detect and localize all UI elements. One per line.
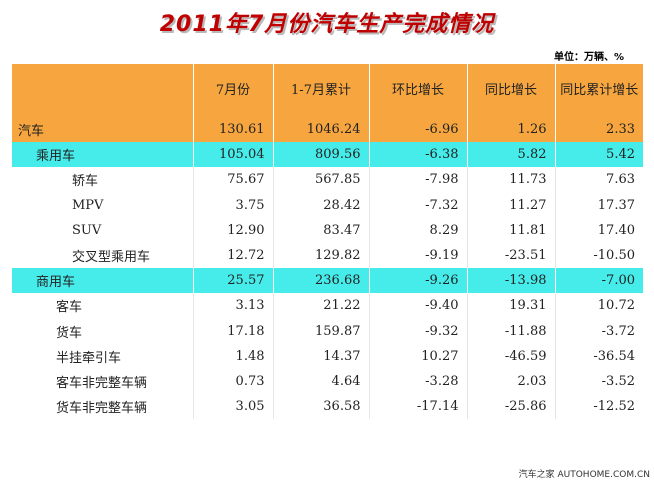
table-cell: 3.05 (193, 394, 274, 420)
table-cell: 19.31 (467, 293, 556, 319)
production-table: 7月份 1-7月累计 环比增长 同比增长 同比累计增长 汽车 130.61 1046.24-… (12, 64, 643, 420)
row-label: 半挂牵引车 (12, 343, 194, 369)
table-cell: 3.13 (193, 293, 274, 319)
table-cell: 83.47 (273, 217, 370, 243)
table-cell: 36.58 (273, 394, 370, 420)
table-cell: 12.72 (193, 242, 274, 269)
table-cell: 129.82 (273, 242, 370, 269)
table-cell: -13.98 (467, 268, 556, 294)
column-header: 7月份 (193, 64, 274, 117)
table-cell: 10.27 (369, 343, 468, 369)
table-cell: 2.03 (467, 368, 556, 395)
table-cell: -36.54 (593, 348, 635, 364)
row-label: 汽车 (12, 117, 194, 143)
table-cell: -9.32 (369, 318, 468, 344)
table-cell: 17.37 (597, 197, 635, 213)
table-cell: -7.32 (369, 192, 468, 218)
row-label: SUV (12, 217, 194, 243)
table-cell: 10.72 (597, 298, 635, 314)
row-label: 商用车 (12, 268, 194, 294)
table-row: 半挂牵引车 1.48 14.37 10.27 -46.59 -36.54 (12, 343, 643, 369)
table-row: 货车非完整车辆 3.05 36.58 -17.14 -25.86 -12.52 (12, 394, 643, 420)
table-cell: -9.40 (369, 293, 468, 319)
table-cell: 809.56 (273, 142, 370, 168)
row-label: 客车非完整车辆 (12, 368, 194, 395)
table-cell: 7.63 (606, 172, 635, 188)
table-cell: 130.61 (193, 117, 274, 143)
table-cell: 2.33 (555, 117, 643, 143)
table-cell: -9.26 (369, 268, 468, 294)
table-cell: -10.50 (593, 248, 635, 264)
row-label: 乘用车 (12, 142, 194, 168)
table-cell: 1.48 (193, 343, 274, 369)
table-row: 交叉型乘用车 12.72 129.82 -9.19 -23.51 -10.50 (12, 242, 643, 269)
table-row: 轿车 75.67 567.85 -7.98 11.73 7.63 (12, 167, 643, 193)
table-row: MPV 3.75 28.42 -7.32 11.27 17.37 (12, 192, 643, 218)
table-cell: 21.22 (273, 293, 370, 319)
table-cell: -46.59 (467, 343, 556, 369)
table-cell: -7.00 (555, 268, 643, 294)
row-label: 货车 (12, 318, 194, 344)
table-cell: 17.40 (597, 222, 635, 238)
table-cell: -25.86 (467, 394, 556, 420)
table-body: 汽车 130.61 1046.24 -6.96 1.26 2.33 乘用车 105.04 809… (12, 117, 643, 420)
row-label: 客车 (12, 293, 194, 319)
table-cell: 159.87 (273, 318, 370, 344)
column-header: 同比增长 (467, 64, 556, 117)
table-row: SUV 12.90 83.47 8.29 11.81 17.40 (12, 217, 643, 243)
table-cell: 5.42 (555, 142, 643, 168)
table-header-row: 7月份 1-7月累计 环比增长 同比增长 同比累计增长 (12, 64, 643, 117)
table-cell: -7.98 (369, 167, 468, 193)
table-cell: 11.73 (467, 167, 556, 193)
table-cell: -11.88 (467, 318, 556, 344)
table-cell: 17.18 (193, 318, 274, 344)
table-cell: 11.27 (467, 192, 556, 218)
table-cell: 14.37 (273, 343, 370, 369)
table-row: 汽车 130.61 1046.24 -6.96 1.26 2.33 (12, 117, 643, 143)
table-cell: 12.90 (193, 217, 274, 243)
column-header: 1-7月累计 (273, 64, 370, 117)
table-cell: 25.57 (193, 268, 274, 294)
row-label: 货车非完整车辆 (12, 394, 194, 420)
table-cell: 1.26 (467, 117, 556, 143)
unit-note: 单位：万辆、% (553, 52, 624, 63)
table-cell: -17.14 (369, 394, 468, 420)
table-row: 客车 3.13 21.22 -9.40 19.31 10.72 (12, 293, 643, 319)
table-cell: 3.75 (193, 192, 274, 218)
row-label: 轿车 (12, 167, 194, 193)
column-header (12, 64, 194, 117)
table-row: 货车 17.18 159.87 -9.32 -11.88 -3.72 (12, 318, 643, 344)
table-row: 乘用车 105.04 809.56 -6.38 5.82 5.42 (12, 142, 643, 168)
column-header: 同比累计增长 (560, 83, 639, 98)
table-cell: 5.82 (467, 142, 556, 168)
table-cell: 8.29 (369, 217, 468, 243)
row-label: MPV (12, 192, 194, 218)
table-cell: -3.72 (601, 323, 635, 339)
table-cell: -23.51 (467, 242, 556, 269)
table-cell: 75.67 (193, 167, 274, 193)
table-row: 商用车 25.57 236.68 -9.26 -13.98 -7.00 (12, 268, 643, 294)
column-header: 环比增长 (369, 64, 468, 117)
table-cell: -12.52 (593, 399, 635, 415)
table-row: 客车非完整车辆 0.73 4.64 -3.28 2.03 -3.52 (12, 368, 643, 395)
table-cell: 4.64 (273, 368, 370, 395)
row-label: 交叉型乘用车 (12, 242, 194, 269)
table-cell: -3.52 (601, 373, 635, 389)
table-cell: 236.68 (273, 268, 370, 294)
table-cell: 105.04 (193, 142, 274, 168)
table-cell: -9.19 (369, 242, 468, 269)
table-cell: -3.28 (369, 368, 468, 395)
table-cell: 11.81 (467, 217, 556, 243)
table-cell: 28.42 (273, 192, 370, 218)
table-cell: 567.85 (273, 167, 370, 193)
table-cell: 1046.24 (273, 117, 370, 143)
table-cell: -6.96 (369, 117, 468, 143)
page-title: 2011年7月份汽车生产完成情况 (159, 12, 495, 37)
table-cell: 0.73 (193, 368, 274, 395)
watermark-text: 汽车之家 AUTOHOME.COM.CN (518, 470, 650, 480)
table-cell: -6.38 (369, 142, 468, 168)
